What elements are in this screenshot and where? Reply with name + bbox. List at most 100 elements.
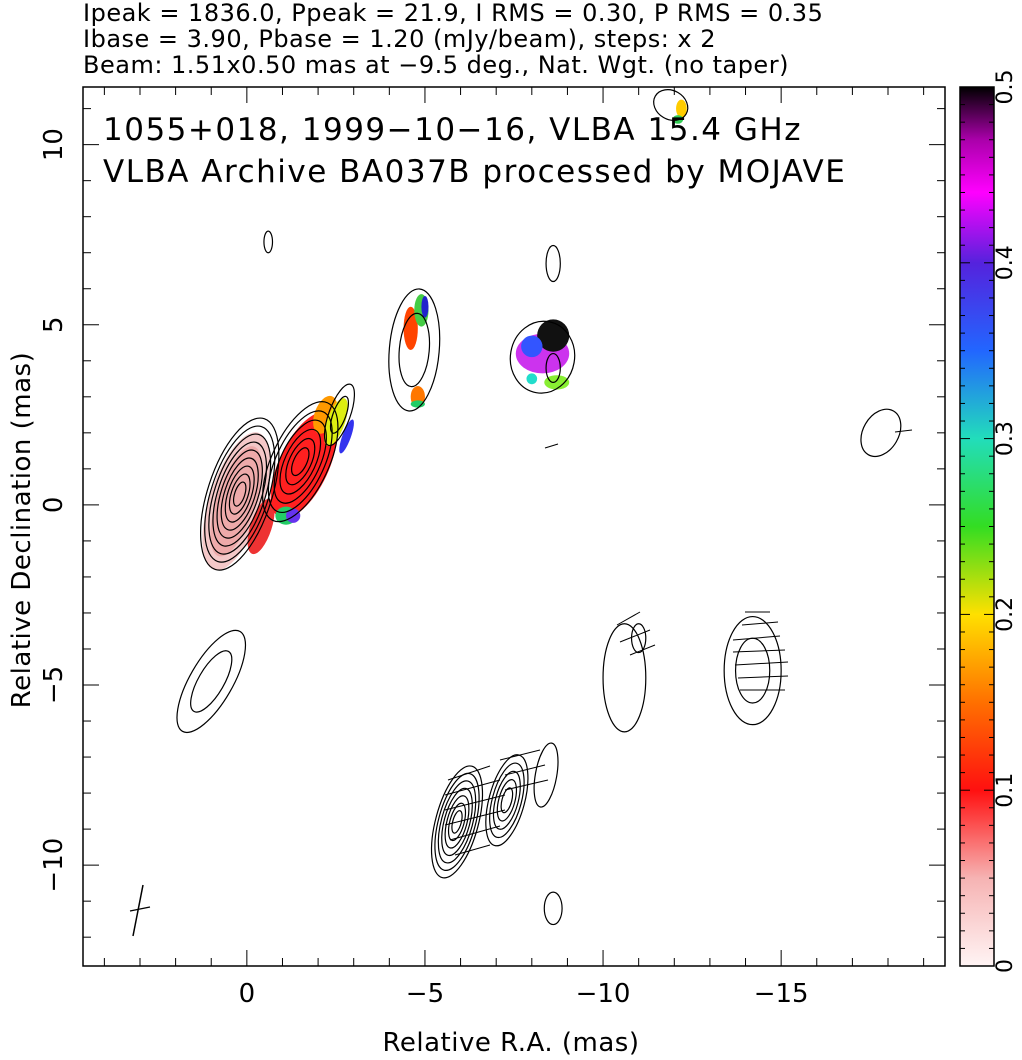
contour-level <box>263 230 274 254</box>
contour-group <box>723 615 782 726</box>
contour-level <box>398 312 431 388</box>
x-axis: 0 −5 −10 −15 <box>103 87 925 1009</box>
contour-level <box>489 762 525 839</box>
contour-level <box>224 465 255 523</box>
contour-level <box>208 433 272 555</box>
contour-level <box>492 770 521 830</box>
contour-level <box>545 352 561 384</box>
contour-level <box>602 623 647 733</box>
contour-group <box>602 623 647 733</box>
pol-fraction-patch <box>323 398 348 446</box>
contour-level <box>543 891 563 926</box>
contour-group <box>388 288 441 412</box>
pol-fraction-patch <box>403 306 418 350</box>
contour-level <box>444 795 470 849</box>
pol-fraction-patch <box>210 446 262 557</box>
contour-group <box>485 754 529 847</box>
contour-group <box>263 230 274 254</box>
contour-level <box>176 629 247 734</box>
y-tick-label: 0 <box>39 497 69 514</box>
contour-level <box>388 288 441 412</box>
contour-level <box>441 787 473 857</box>
pol-fraction-patch <box>526 373 538 385</box>
contour-group <box>630 623 647 654</box>
contour-level <box>329 395 350 434</box>
pol-fraction-patch <box>421 295 429 318</box>
y-tick-label: 10 <box>39 128 69 161</box>
contour-level <box>545 244 561 283</box>
contour-group <box>545 352 561 384</box>
contour-level <box>430 765 484 879</box>
pol-fraction-patch <box>544 375 570 390</box>
x-tick-label: −15 <box>754 979 809 1009</box>
contour-group <box>200 417 280 571</box>
contour-level <box>434 772 480 871</box>
contour-level <box>509 320 576 394</box>
contour-group <box>860 408 902 458</box>
contour-level <box>267 410 333 514</box>
colorbar-tick-label: 0.3 <box>993 421 1018 456</box>
y-axis-label: Relative Declination (mas) <box>7 351 37 709</box>
contour-level <box>630 623 647 654</box>
contour-level <box>204 425 276 563</box>
x-tick-label: 0 <box>239 979 256 1009</box>
pol-fraction-patch <box>410 400 425 408</box>
contour-level <box>190 650 233 713</box>
pol-fraction-patch <box>339 419 354 454</box>
contour-level <box>500 787 514 814</box>
contour-group <box>533 742 559 808</box>
contour-level <box>216 449 263 539</box>
contour-level <box>273 419 327 504</box>
contour-level <box>279 428 322 495</box>
contour-level <box>533 742 559 808</box>
contour-level <box>723 615 782 726</box>
contour-group <box>323 383 356 447</box>
contour-group <box>653 89 689 121</box>
pol-fraction-patch <box>676 99 687 118</box>
header-line-1: Ipeak = 1836.0, Ppeak = 21.9, I RMS = 0.… <box>83 0 824 27</box>
colorbar-tick-label: 0.1 <box>993 773 1018 808</box>
y-axis: 10 5 0 −5 −10 <box>39 108 945 938</box>
contour-group <box>262 401 339 523</box>
contour-level <box>447 802 467 842</box>
pol-fraction-patch <box>286 508 301 523</box>
contour-level <box>496 779 518 822</box>
contour-level <box>228 473 251 515</box>
contour-group <box>545 244 561 283</box>
map-header: Ipeak = 1836.0, Ppeak = 21.9, I RMS = 0.… <box>83 0 823 78</box>
contour-level <box>220 457 259 531</box>
y-tick-label: −10 <box>39 838 69 893</box>
x-tick-label: −5 <box>406 979 444 1009</box>
colorbar-tick-label: 0 <box>993 959 1018 973</box>
pol-fraction-patch <box>521 335 543 358</box>
colorbar-tick-label: 0.4 <box>993 245 1018 280</box>
contour-level <box>262 401 339 523</box>
contour-level <box>734 637 771 704</box>
contour-group <box>430 765 484 879</box>
chart-title: 1055+018, 1999−10−16, VLBA 15.4 GHz <box>103 112 802 148</box>
colorbar <box>959 86 995 967</box>
header-line-2: Ibase = 3.90, Pbase = 1.20 (mJy/beam), s… <box>83 25 717 53</box>
x-axis-label: Relative R.A. (mas) <box>382 1028 640 1058</box>
contour-level <box>212 441 268 547</box>
contour-level <box>323 383 356 447</box>
polarization-vectors <box>444 429 913 856</box>
y-tick-label: −5 <box>39 666 69 704</box>
contour-group <box>509 320 576 394</box>
contour-level <box>290 447 310 477</box>
contour-level <box>485 754 529 847</box>
colorbar-tick-label: 0.2 <box>993 597 1018 632</box>
contour-level <box>437 780 477 864</box>
x-tick-label: −10 <box>576 979 631 1009</box>
contour-level <box>285 437 316 486</box>
contour-group <box>176 629 247 734</box>
contour-level <box>860 408 902 458</box>
header-line-3: Beam: 1.51x0.50 mas at −9.5 deg., Nat. W… <box>83 51 789 79</box>
contour-level <box>451 810 463 834</box>
contour-group <box>543 891 563 926</box>
colorbar-axis: 0 0.1 0.2 0.3 0.4 0.5 <box>960 70 1018 973</box>
beam-marker <box>129 884 151 937</box>
colorbar-tick-label: 0.5 <box>993 70 1018 105</box>
contour-level <box>232 481 247 507</box>
